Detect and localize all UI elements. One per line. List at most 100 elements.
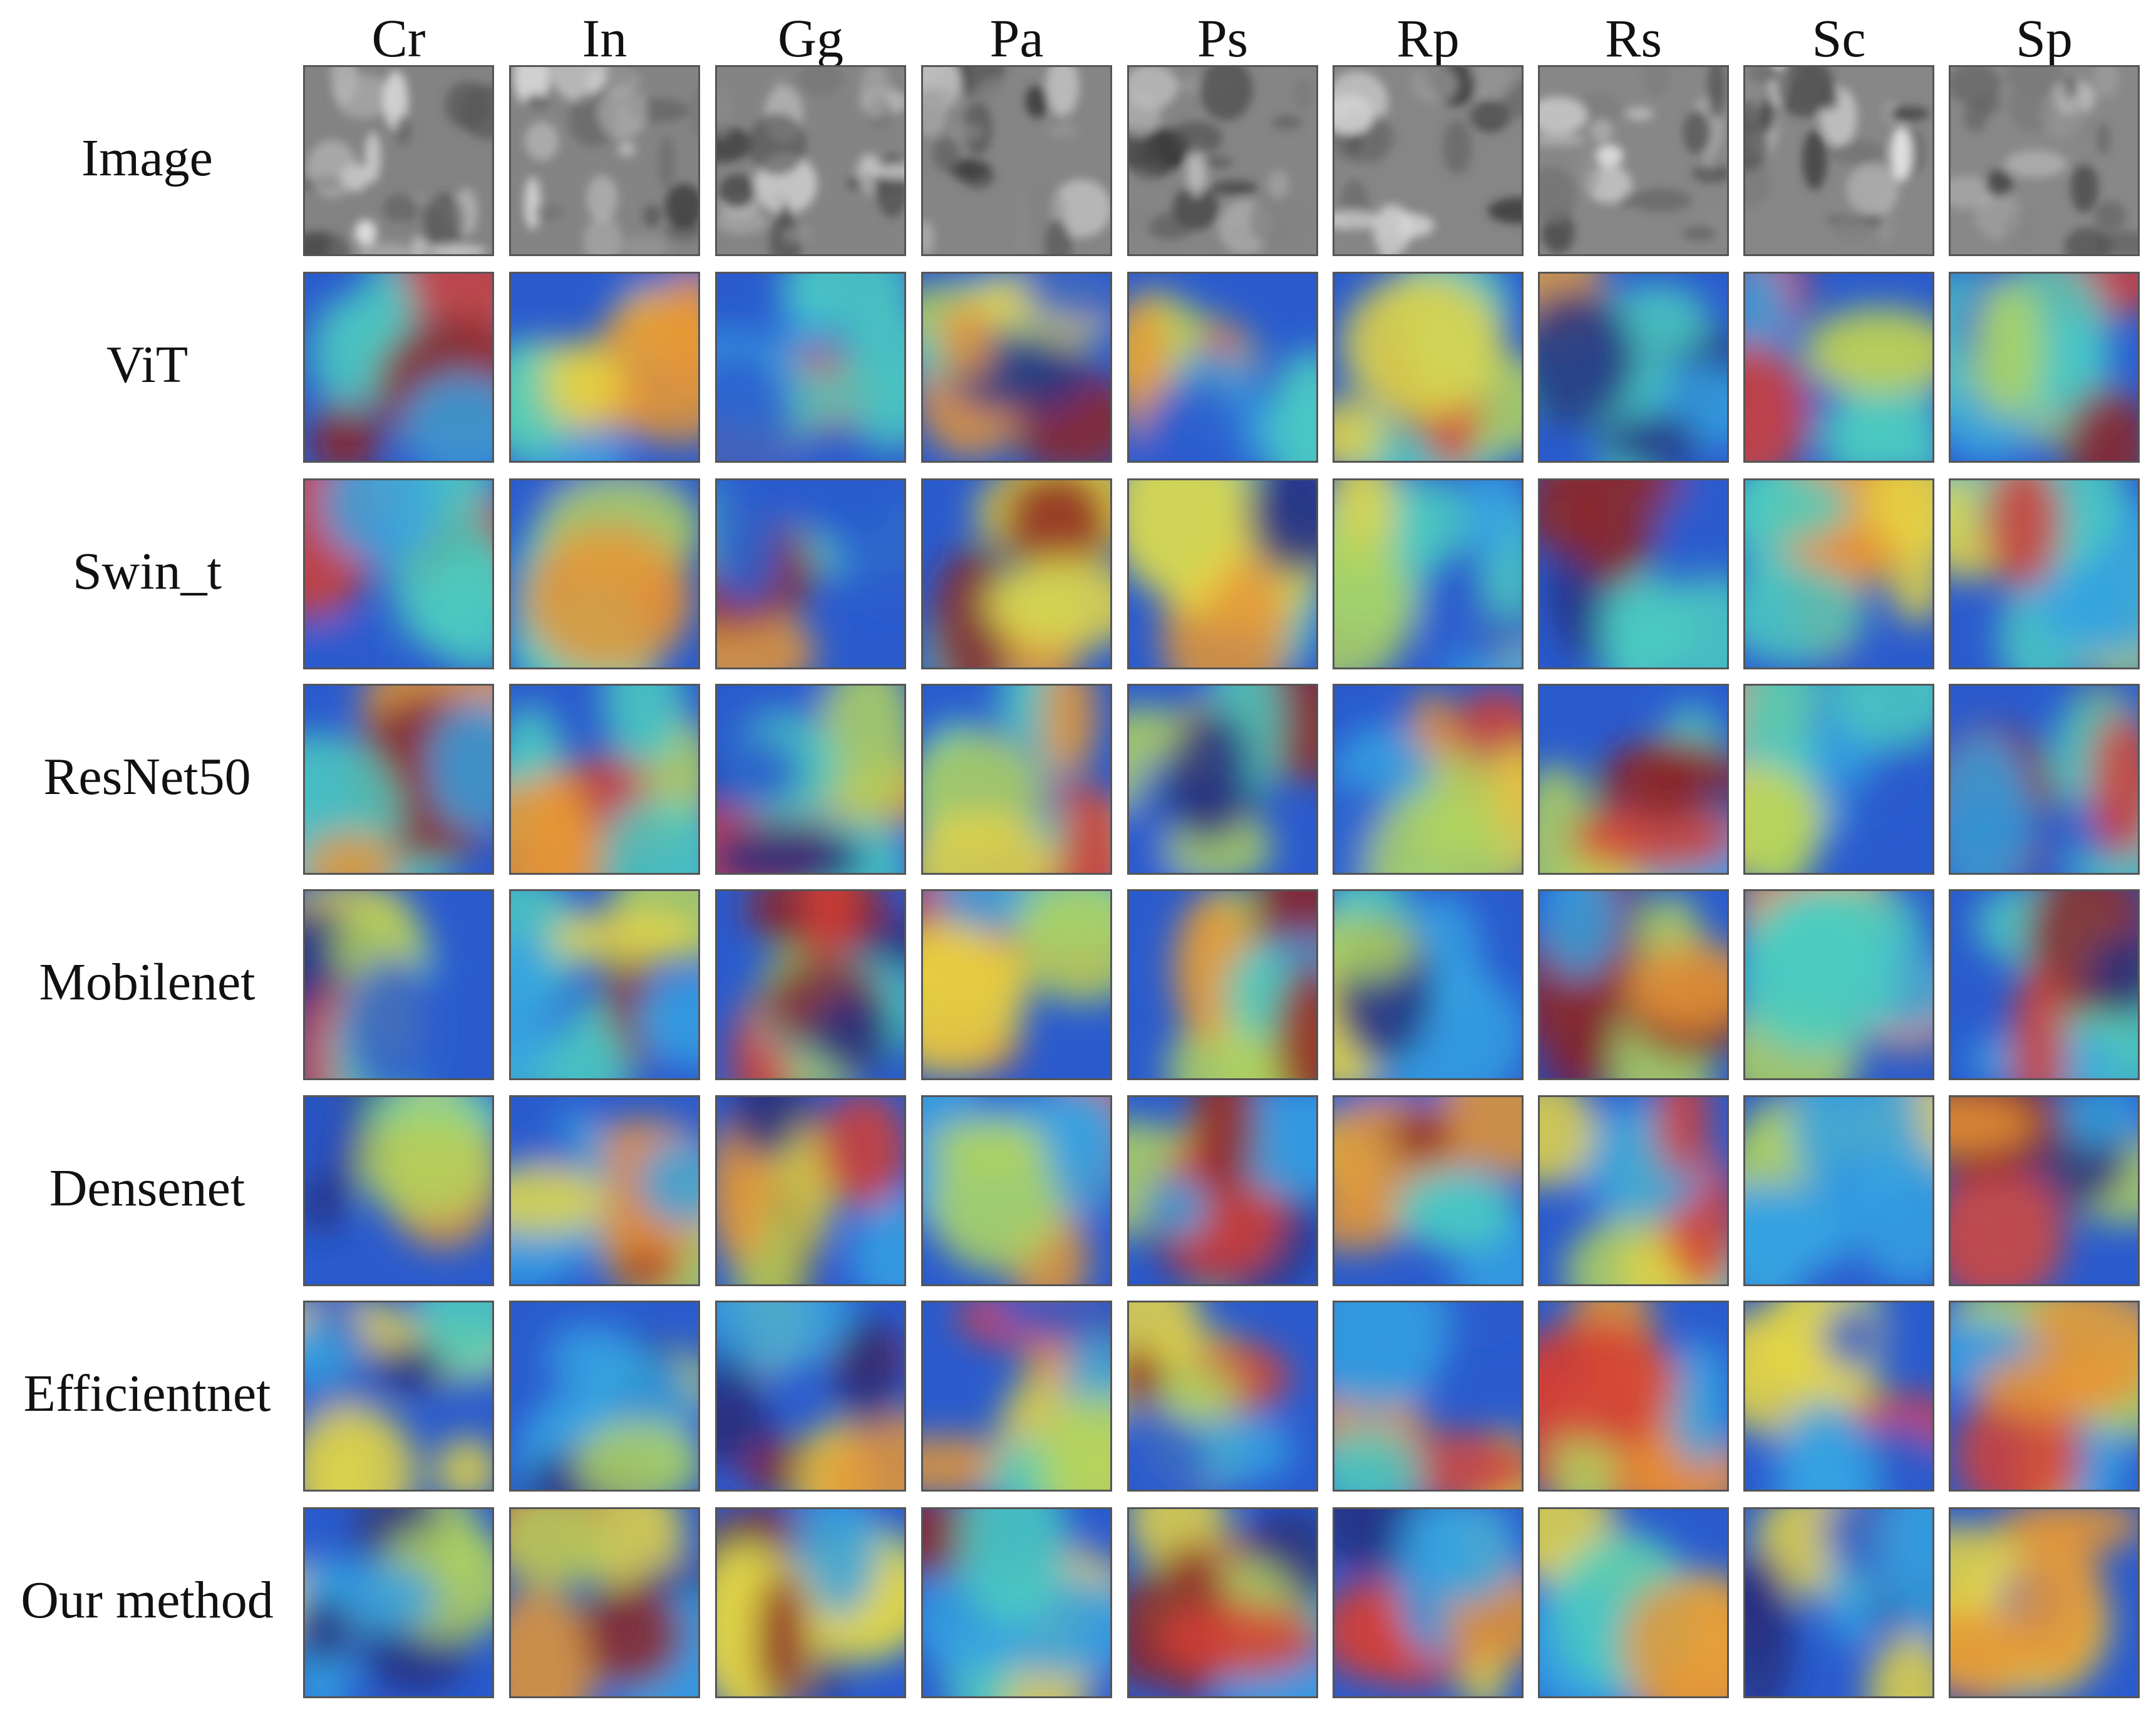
tile-densenet-gg <box>715 1095 906 1286</box>
tile-graphic <box>1745 274 1932 461</box>
tile-image-pa <box>921 65 1112 256</box>
tile-graphic <box>1745 1509 1932 1696</box>
tile-graphic <box>1951 274 2138 461</box>
tile-graphic <box>511 67 698 254</box>
tile-graphic <box>1951 1302 2138 1490</box>
tile-graphic <box>923 686 1110 873</box>
tile-vit-cr <box>303 272 494 463</box>
tile-graphic <box>1540 891 1727 1078</box>
tile-our-method-sp <box>1949 1507 2140 1698</box>
tile-graphic <box>1540 480 1727 668</box>
tile-graphic <box>305 1509 492 1696</box>
column-header-sc: Sc <box>1812 8 1866 68</box>
tile-efficientnet-in <box>509 1301 700 1492</box>
tile-efficientnet-sc <box>1743 1301 1934 1492</box>
tile-mobilenet-pa <box>921 889 1112 1080</box>
tile-mobilenet-gg <box>715 889 906 1080</box>
tile-mobilenet-ps <box>1127 889 1318 1080</box>
column-header-ps: Ps <box>1197 8 1249 68</box>
tile-our-method-cr <box>303 1507 494 1698</box>
tile-graphic <box>717 480 904 668</box>
tile-resnet50-rp <box>1333 684 1524 875</box>
tile-vit-rp <box>1333 272 1524 463</box>
tile-our-method-ps <box>1127 1507 1318 1698</box>
tile-graphic <box>1129 1302 1316 1490</box>
tile-image-rs <box>1538 65 1729 256</box>
tile-efficientnet-rs <box>1538 1301 1729 1492</box>
tile-graphic <box>1129 891 1316 1078</box>
tile-swin-t-ps <box>1127 478 1318 669</box>
tile-graphic <box>1540 1509 1727 1696</box>
tile-mobilenet-rp <box>1333 889 1524 1080</box>
tile-graphic <box>1540 274 1727 461</box>
tile-densenet-sp <box>1949 1095 2140 1286</box>
tile-graphic <box>1951 1509 2138 1696</box>
tile-swin-t-rp <box>1333 478 1524 669</box>
tile-graphic <box>305 274 492 461</box>
row-label-densenet: Densenet <box>49 1158 245 1217</box>
tile-graphic <box>717 891 904 1078</box>
tile-graphic <box>1129 480 1316 668</box>
tile-graphic <box>717 1509 904 1696</box>
tile-graphic <box>717 1097 904 1284</box>
tile-our-method-gg <box>715 1507 906 1698</box>
tile-graphic <box>1334 1302 1522 1490</box>
tile-efficientnet-pa <box>921 1301 1112 1492</box>
tile-densenet-cr <box>303 1095 494 1286</box>
tile-swin-t-sc <box>1743 478 1934 669</box>
tile-densenet-ps <box>1127 1095 1318 1286</box>
tile-graphic <box>1129 1509 1316 1696</box>
tile-graphic <box>1540 1097 1727 1284</box>
column-header-rs: Rs <box>1605 8 1662 68</box>
tile-graphic <box>511 686 698 873</box>
tile-resnet50-gg <box>715 684 906 875</box>
tile-graphic <box>511 1509 698 1696</box>
tile-graphic <box>511 1097 698 1284</box>
tile-graphic <box>1951 480 2138 668</box>
tile-graphic <box>305 480 492 668</box>
tile-graphic <box>1745 1302 1932 1490</box>
tile-mobilenet-cr <box>303 889 494 1080</box>
tile-resnet50-in <box>509 684 700 875</box>
tile-graphic <box>511 1302 698 1490</box>
tile-graphic <box>923 1509 1110 1696</box>
tile-image-in <box>509 65 700 256</box>
tile-graphic <box>1334 274 1522 461</box>
tile-graphic <box>511 480 698 668</box>
tile-graphic <box>1334 891 1522 1078</box>
tile-graphic <box>1129 1097 1316 1284</box>
tile-swin-t-sp <box>1949 478 2140 669</box>
tile-swin-t-pa <box>921 478 1112 669</box>
tile-efficientnet-rp <box>1333 1301 1524 1492</box>
tile-efficientnet-sp <box>1949 1301 2140 1492</box>
tile-graphic <box>1540 67 1727 254</box>
tile-image-gg <box>715 65 906 256</box>
tile-swin-t-rs <box>1538 478 1729 669</box>
row-label-efficientnet: Efficientnet <box>23 1364 271 1423</box>
tile-graphic <box>305 891 492 1078</box>
tile-our-method-pa <box>921 1507 1112 1698</box>
tile-graphic <box>1334 1509 1522 1696</box>
tile-graphic <box>717 1302 904 1490</box>
tile-graphic <box>511 891 698 1078</box>
tile-graphic <box>1129 274 1316 461</box>
tile-graphic <box>923 1302 1110 1490</box>
row-label-our-method: Our method <box>21 1570 274 1629</box>
tile-our-method-sc <box>1743 1507 1934 1698</box>
tile-graphic <box>923 1097 1110 1284</box>
row-label-vit: ViT <box>106 335 188 394</box>
tile-graphic <box>717 274 904 461</box>
tile-our-method-rs <box>1538 1507 1729 1698</box>
tile-vit-gg <box>715 272 906 463</box>
tile-vit-sc <box>1743 272 1934 463</box>
tile-graphic <box>717 686 904 873</box>
row-label-resnet50: ResNet50 <box>43 747 251 806</box>
column-header-pa: Pa <box>989 8 1044 68</box>
tile-graphic <box>1745 891 1932 1078</box>
tile-graphic <box>1129 67 1316 254</box>
tile-mobilenet-sc <box>1743 889 1934 1080</box>
tile-mobilenet-rs <box>1538 889 1729 1080</box>
tile-image-sp <box>1949 65 2140 256</box>
tile-vit-ps <box>1127 272 1318 463</box>
